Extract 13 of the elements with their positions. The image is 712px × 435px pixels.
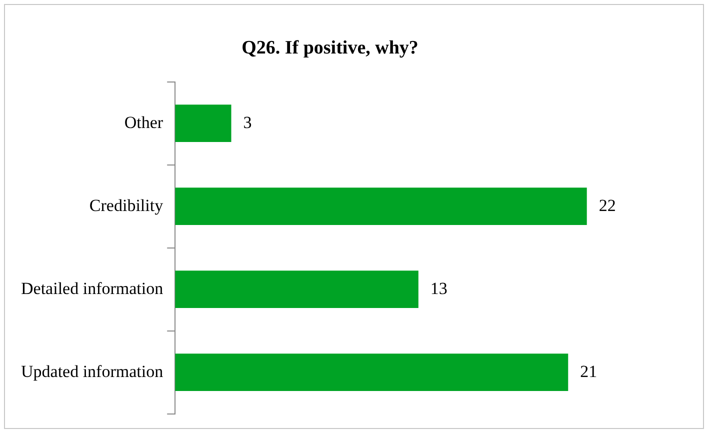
y-tick-label: Credibility <box>89 196 164 215</box>
data-label: 21 <box>580 362 598 381</box>
data-label: 13 <box>430 278 448 298</box>
chart-title: Q26. If positive, why? <box>242 37 418 58</box>
bar <box>175 188 587 225</box>
y-tick-label: Other <box>124 112 164 132</box>
bar <box>175 354 568 391</box>
y-tick-label: Updated information <box>20 362 164 381</box>
y-tick-label: Detailed information <box>21 278 164 298</box>
data-label: 22 <box>598 196 616 215</box>
bar <box>175 104 232 142</box>
data-label: 3 <box>243 112 252 132</box>
bar <box>175 270 418 308</box>
